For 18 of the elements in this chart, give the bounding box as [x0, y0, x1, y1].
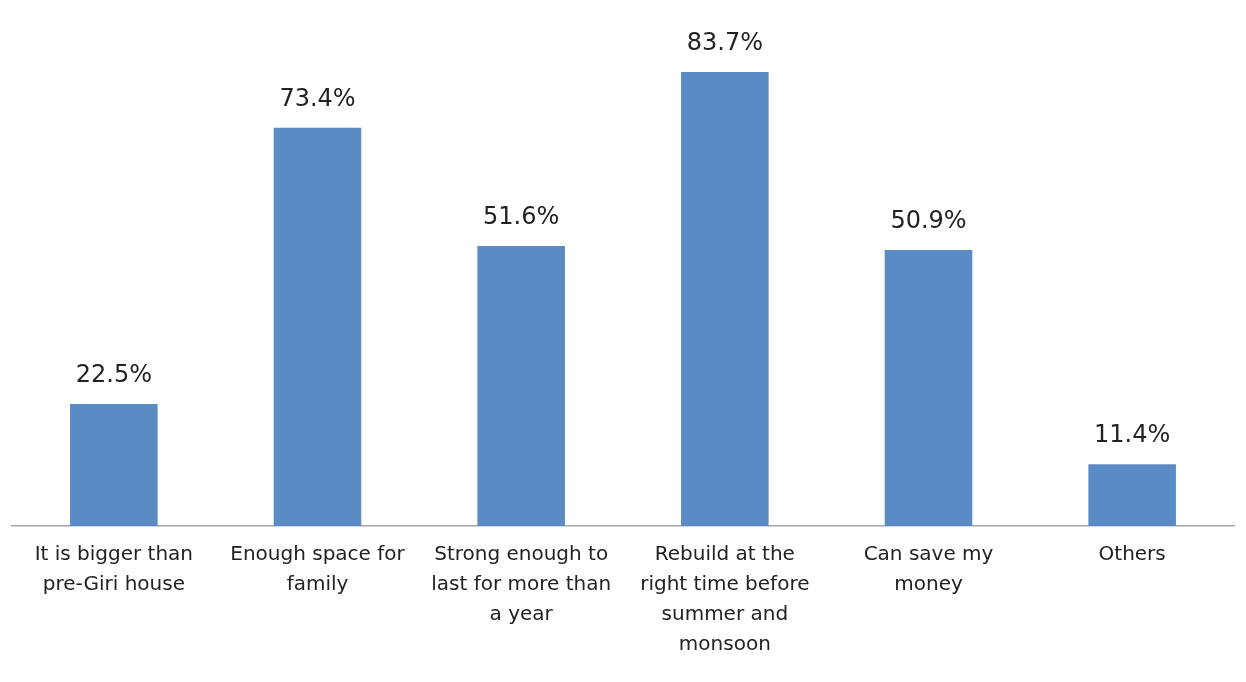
bar — [273, 127, 362, 526]
x-tick-label: Can save my money — [863, 541, 994, 596]
bar — [1088, 464, 1176, 526]
data-label: 22.5% — [75, 360, 152, 389]
bar — [70, 403, 158, 526]
x-tick-label: Enough space for family — [230, 541, 406, 596]
data-label: 73.4% — [279, 84, 356, 113]
data-label: 11.4% — [1094, 420, 1171, 449]
x-tick-label: Others — [1098, 541, 1166, 566]
x-tick-label: Rebuild at the right time before summer and monsoon — [640, 541, 810, 656]
data-label: 83.7% — [686, 28, 763, 57]
data-label: 50.9% — [890, 206, 967, 235]
bar — [884, 249, 973, 526]
bar — [477, 246, 565, 526]
x-tick-label: Strong enough to last for more than a year — [431, 541, 612, 626]
data-label: 51.6% — [483, 202, 560, 231]
bar — [681, 72, 769, 526]
x-tick-label: It is bigger than pre-Giri house — [34, 541, 194, 596]
